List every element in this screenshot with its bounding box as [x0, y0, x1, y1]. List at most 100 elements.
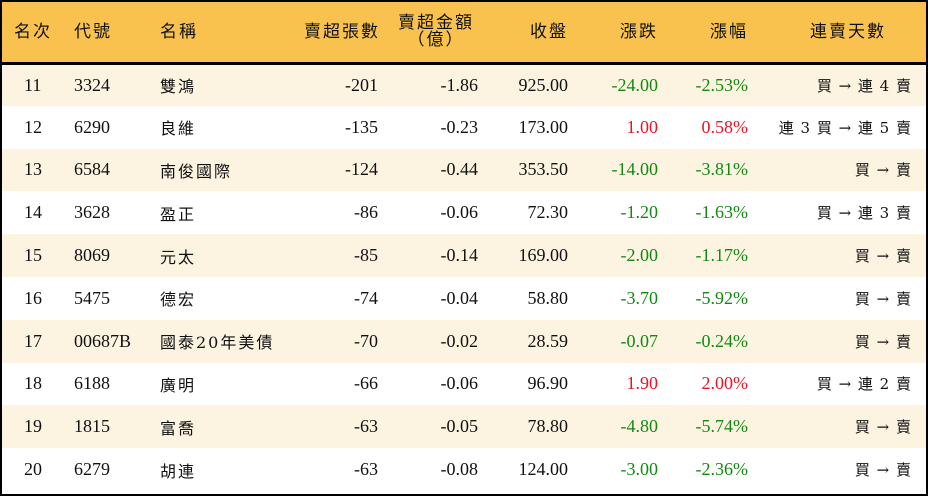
cell-net-sell-amount: -0.23 [440, 116, 479, 137]
cell-change-pct: -5.92% [695, 287, 749, 308]
cell-rank: 11 [24, 74, 42, 95]
cell-code[interactable]: 6290 [74, 116, 110, 137]
cell-close: 72.30 [527, 202, 569, 223]
cell-change: -24.00 [611, 74, 659, 95]
table-row[interactable]: 18 6188 廣明 -66 -0.06 96.90 1.90 2.00% 買 … [2, 362, 926, 406]
cell-change: -3.70 [620, 287, 659, 308]
cell-name[interactable]: 國泰20年美債 [160, 333, 275, 353]
cell-rank: 15 [24, 245, 42, 266]
table-row[interactable]: 20 6279 胡連 -63 -0.08 124.00 -3.00 -2.36%… [2, 448, 926, 491]
cell-name[interactable]: 元太 [160, 247, 197, 267]
cell-rank: 16 [24, 287, 42, 308]
header-close[interactable]: 收盤 [530, 21, 568, 42]
cell-rank: 14 [24, 202, 42, 223]
table-row[interactable]: 17 00687B 國泰20年美債 -70 -0.02 28.59 -0.07 … [2, 319, 926, 363]
cell-change: 1.90 [626, 373, 659, 394]
cell-net-sell-amount: -0.06 [440, 202, 479, 223]
cell-net-sell-amount: -1.86 [440, 74, 479, 95]
header-net-sell-amount-line2: （億） [407, 29, 465, 50]
cell-close: 353.50 [518, 159, 569, 180]
cell-change-pct: -2.53% [695, 74, 749, 95]
cell-streak: 買 → 賣 [854, 332, 912, 351]
header-code[interactable]: 代號 [74, 21, 112, 42]
cell-streak: 買 → 連 3 賣 [816, 204, 912, 223]
header-net-sell-shares[interactable]: 賣超張數 [304, 21, 380, 42]
header-rank[interactable]: 名次 [14, 21, 52, 42]
cell-change-pct: -1.63% [695, 202, 749, 223]
cell-close: 58.80 [527, 287, 569, 308]
cell-close: 124.00 [518, 459, 569, 480]
table-row[interactable]: 16 5475 德宏 -74 -0.04 58.80 -3.70 -5.92% … [2, 276, 926, 320]
table-row[interactable]: 15 8069 元太 -85 -0.14 169.00 -2.00 -1.17%… [2, 234, 926, 277]
cell-streak: 連 3 買 → 連 5 賣 [778, 118, 912, 137]
cell-net-sell-shares: -86 [354, 202, 378, 223]
cell-streak: 買 → 賣 [854, 418, 912, 437]
cell-net-sell-amount: -0.06 [440, 373, 479, 394]
cell-change: -3.00 [620, 459, 659, 480]
cell-rank: 20 [24, 459, 42, 480]
header-change-pct[interactable]: 漲幅 [710, 21, 748, 42]
cell-code[interactable]: 1815 [74, 416, 110, 437]
table-body: 11 3324 雙鴻 -201 -1.86 925.00 -24.00 -2.5… [2, 63, 926, 491]
cell-close: 96.90 [527, 373, 569, 394]
cell-code[interactable]: 3628 [74, 202, 110, 223]
cell-streak: 買 → 連 4 賣 [816, 76, 912, 95]
cell-name[interactable]: 胡連 [160, 461, 197, 481]
cell-code[interactable]: 6584 [74, 159, 110, 180]
table-row[interactable]: 13 6584 南俊國際 -124 -0.44 353.50 -14.00 -3… [2, 148, 926, 192]
cell-change: -4.80 [620, 416, 659, 437]
cell-close: 925.00 [518, 74, 569, 95]
header-change[interactable]: 漲跌 [620, 21, 658, 42]
cell-code[interactable]: 6188 [74, 373, 110, 394]
cell-net-sell-shares: -85 [354, 245, 378, 266]
cell-net-sell-amount: -0.44 [440, 159, 479, 180]
cell-name[interactable]: 廣明 [160, 375, 197, 395]
cell-net-sell-amount: -0.14 [440, 245, 479, 266]
table-row[interactable]: 11 3324 雙鴻 -201 -1.86 925.00 -24.00 -2.5… [2, 63, 926, 106]
cell-net-sell-amount: -0.05 [440, 416, 479, 437]
header-net-sell-amount-line1: 賣超金額 [398, 12, 474, 33]
cell-close: 169.00 [518, 245, 569, 266]
cell-net-sell-shares: -74 [354, 287, 378, 308]
cell-name[interactable]: 南俊國際 [160, 161, 233, 181]
cell-name[interactable]: 雙鴻 [160, 77, 197, 97]
cell-code[interactable]: 8069 [74, 245, 110, 266]
cell-net-sell-shares: -66 [354, 373, 378, 394]
cell-name[interactable]: 富喬 [160, 418, 197, 438]
cell-close: 28.59 [527, 330, 569, 351]
header-net-sell-amount[interactable]: 賣超金額 （億） [380, 2, 480, 63]
cell-code[interactable]: 5475 [74, 287, 110, 308]
cell-code[interactable]: 3324 [74, 74, 110, 95]
cell-close: 173.00 [518, 116, 569, 137]
cell-streak: 買 → 賣 [854, 247, 912, 266]
cell-net-sell-amount: -0.02 [440, 330, 479, 351]
cell-streak: 買 → 賣 [854, 461, 912, 480]
cell-net-sell-shares: -124 [345, 159, 378, 180]
cell-change-pct: -1.17% [695, 245, 749, 266]
cell-net-sell-amount: -0.04 [440, 287, 479, 308]
cell-name[interactable]: 盈正 [160, 204, 197, 224]
cell-change-pct: -0.24% [695, 330, 749, 351]
cell-name[interactable]: 德宏 [160, 290, 197, 310]
cell-name[interactable]: 良維 [160, 119, 197, 139]
header-streak[interactable]: 連賣天數 [810, 21, 886, 42]
cell-code[interactable]: 6279 [74, 459, 110, 480]
cell-net-sell-shares: -201 [345, 74, 378, 95]
header-name[interactable]: 名稱 [160, 21, 198, 42]
cell-change-pct: -5.74% [695, 416, 749, 437]
cell-net-sell-shares: -70 [354, 330, 378, 351]
cell-change: 1.00 [626, 116, 659, 137]
cell-change: -14.00 [611, 159, 659, 180]
cell-streak: 買 → 連 2 賣 [816, 375, 912, 394]
cell-code[interactable]: 00687B [74, 330, 132, 351]
table-row[interactable]: 12 6290 良維 -135 -0.23 173.00 1.00 0.58% … [2, 105, 926, 149]
cell-net-sell-amount: -0.08 [440, 459, 479, 480]
table-row[interactable]: 14 3628 盈正 -86 -0.06 72.30 -1.20 -1.63% … [2, 191, 926, 235]
cell-rank: 13 [24, 159, 42, 180]
cell-net-sell-shares: -63 [354, 459, 378, 480]
table-header-row: 名次 代號 名稱 賣超張數 賣超金額 （億） 收盤 漲跌 漲幅 連賣天數 [2, 2, 926, 63]
table-row[interactable]: 19 1815 富喬 -63 -0.05 78.80 -4.80 -5.74% … [2, 405, 926, 449]
cell-net-sell-shares: -135 [345, 116, 378, 137]
